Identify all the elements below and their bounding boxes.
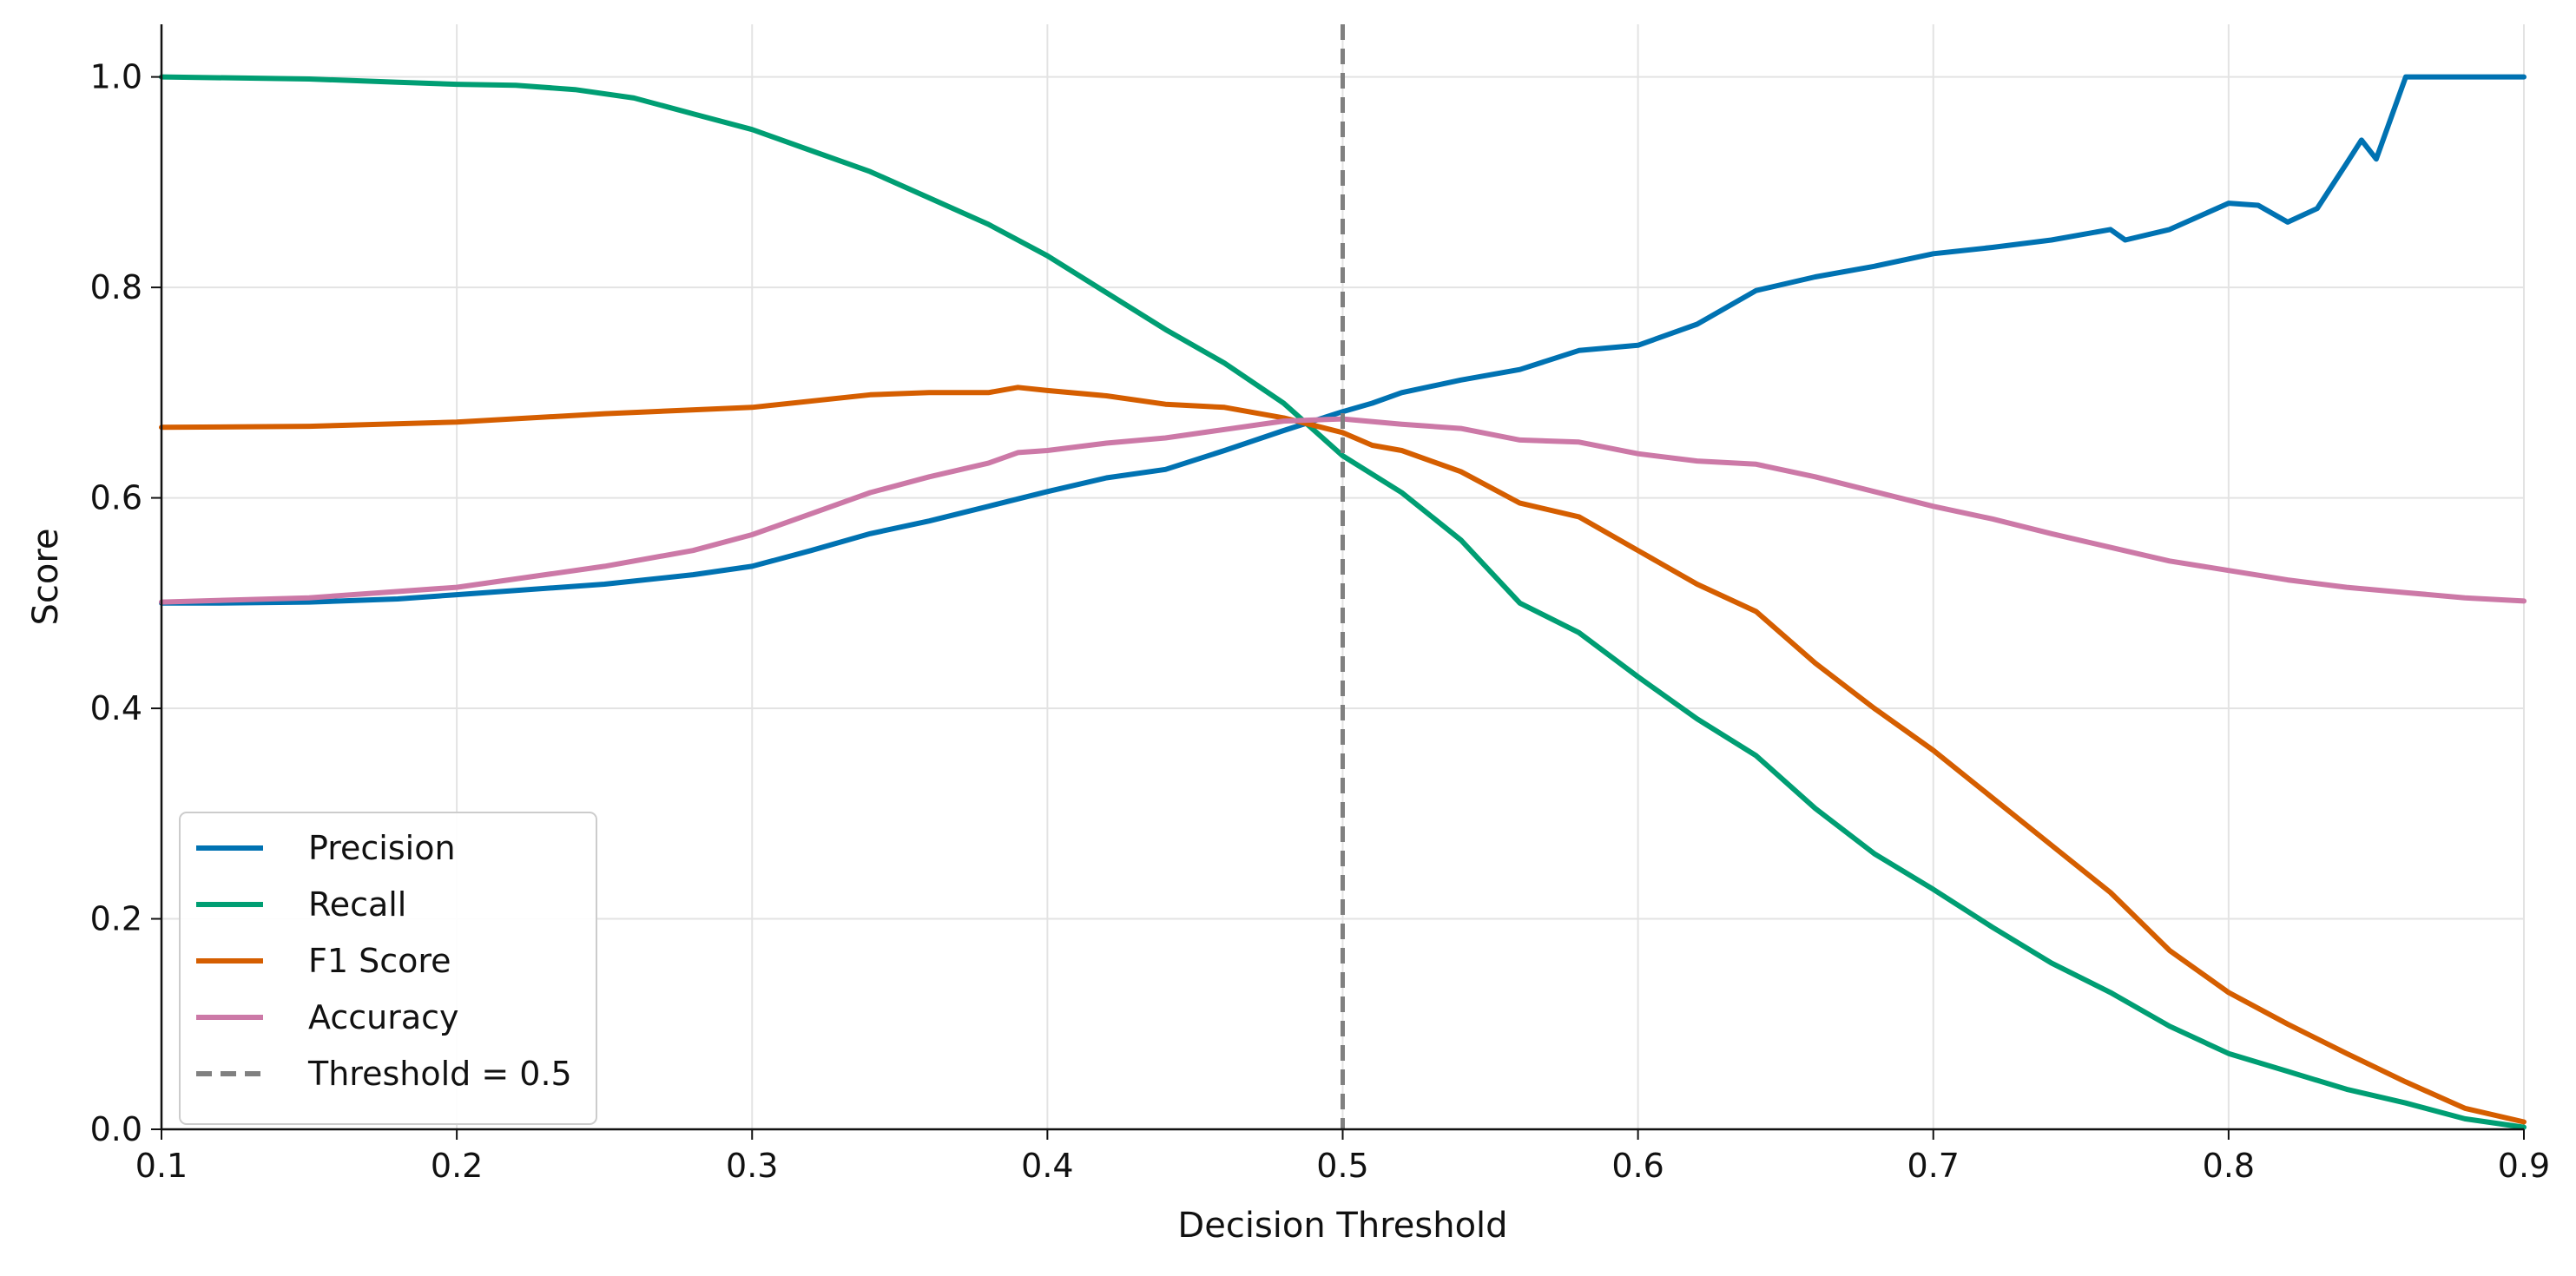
legend-label-recall: Recall [308, 885, 406, 924]
legend-label-f1-score: F1 Score [308, 942, 451, 980]
y-tick-label: 0.6 [90, 479, 142, 517]
series-line-accuracy [159, 416, 2527, 605]
tick-labels: 0.1 0.2 0.3 0.4 0.5 0.6 0.7 0.8 0.9 0.0 0.2 0.4 0.6 0… [90, 58, 2551, 1185]
y-tick-label: 0.2 [90, 900, 142, 938]
x-tick-label: 0.2 [431, 1147, 483, 1185]
y-axis-label: Score [26, 528, 66, 625]
series-line-recall [159, 74, 2527, 1130]
series-line-precision [159, 74, 2527, 606]
x-tick-label: 0.6 [1611, 1147, 1664, 1185]
x-tick-label: 0.8 [2203, 1147, 2255, 1185]
y-tick-label: 0.4 [90, 689, 142, 727]
legend-label-accuracy: Accuracy [308, 998, 459, 1036]
x-tick-label: 0.3 [726, 1147, 778, 1185]
y-tick-label: 1.0 [90, 58, 142, 96]
x-tick-label: 0.5 [1316, 1147, 1368, 1185]
x-tick-label: 0.4 [1021, 1147, 1073, 1185]
x-tick-label: 0.7 [1907, 1147, 1960, 1185]
x-axis-label: Decision Threshold [1177, 1206, 1507, 1246]
y-tick-label: 0.0 [90, 1110, 142, 1148]
series-line-f1-score [159, 385, 2527, 1125]
legend-label-threshold-0-5: Threshold = 0.5 [307, 1055, 572, 1093]
axes [151, 24, 2525, 1140]
legend-box [179, 812, 597, 1125]
legend: Precision Recall F1 Score Accuracy Threshold… [179, 812, 597, 1125]
y-tick-label: 0.8 [90, 268, 142, 306]
series-lines [159, 74, 2527, 1130]
legend-label-precision: Precision [308, 829, 456, 867]
x-tick-label: 0.9 [2498, 1147, 2550, 1185]
x-tick-label: 0.1 [135, 1147, 188, 1185]
